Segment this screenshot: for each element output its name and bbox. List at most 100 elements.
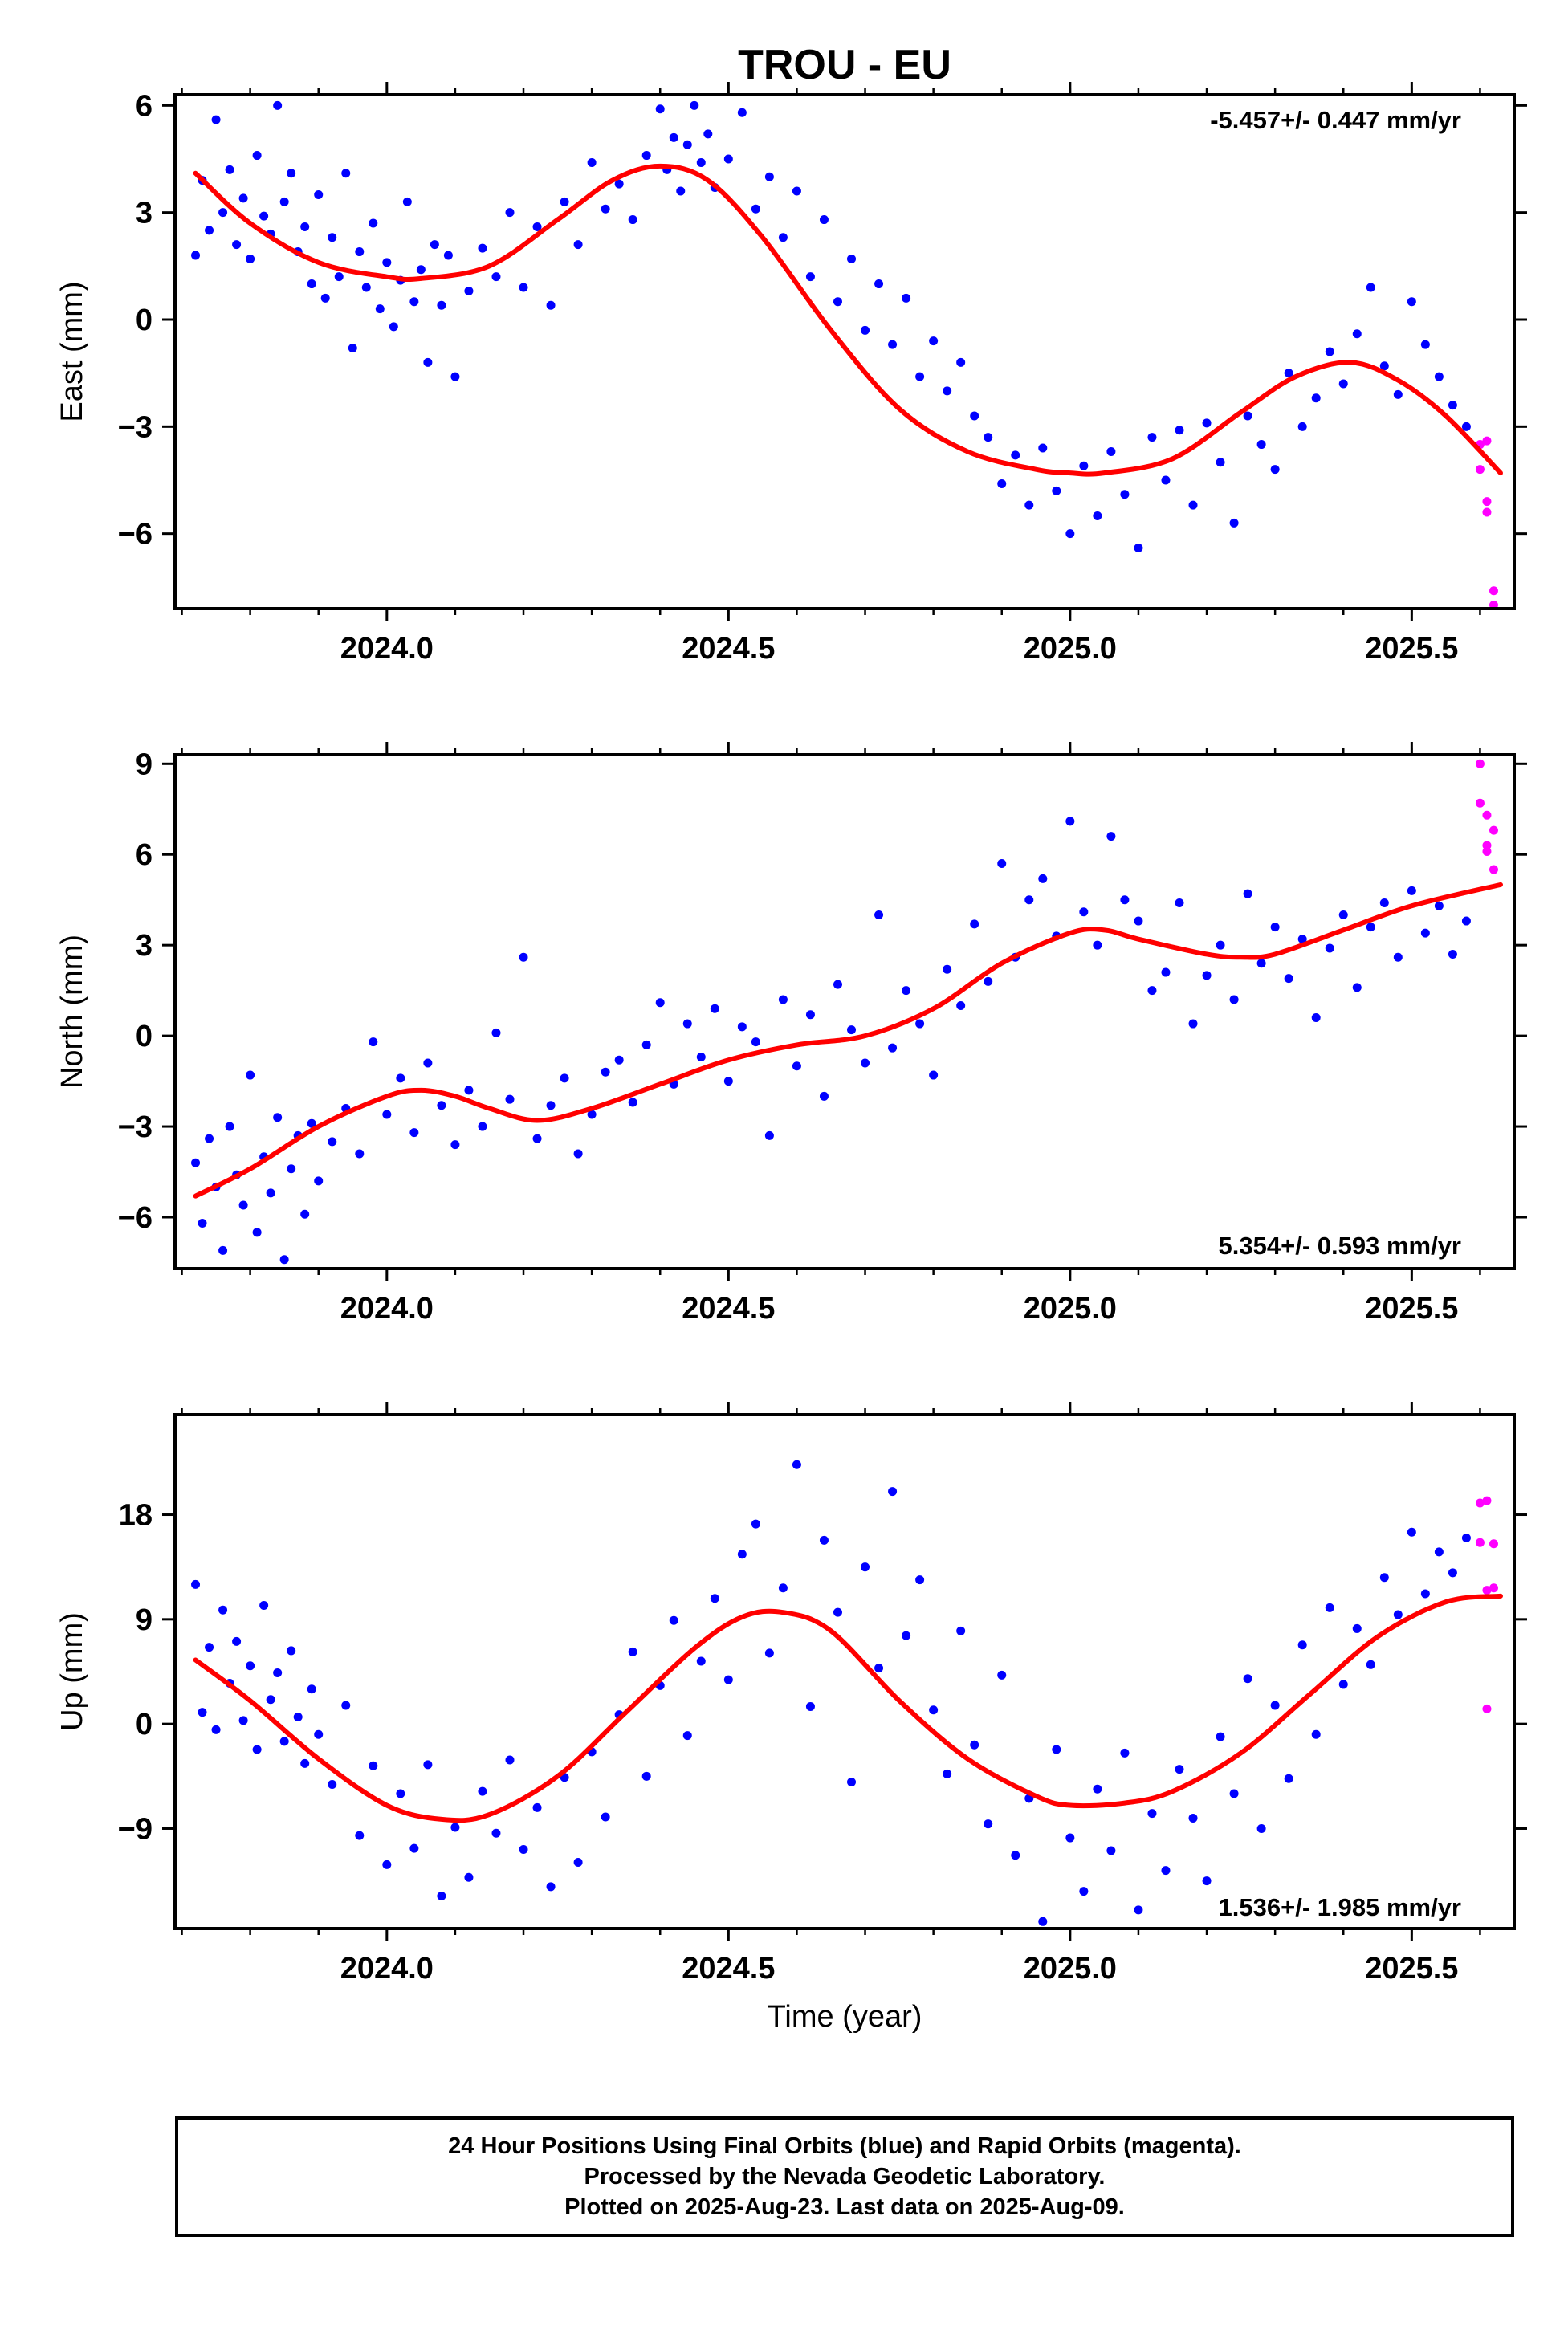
final-orbit-point (861, 1058, 870, 1068)
rapid-orbit-point (1489, 1539, 1498, 1549)
final-orbit-point (641, 1040, 651, 1049)
final-orbit-point (1325, 943, 1334, 953)
final-orbit-point (1420, 1589, 1430, 1599)
final-orbit-point (355, 247, 365, 257)
final-orbit-point (314, 189, 324, 199)
final-orbit-point (1052, 1745, 1061, 1754)
final-orbit-point (519, 283, 528, 292)
final-orbit-point (532, 222, 542, 231)
final-orbit-point (307, 1684, 316, 1694)
final-orbit-point (956, 1000, 966, 1010)
final-orbit-point (1243, 1674, 1252, 1684)
final-orbit-point (369, 1761, 378, 1770)
rapid-orbit-point (1475, 759, 1485, 768)
final-orbit-point (641, 1771, 651, 1781)
final-orbit-point (997, 479, 1007, 488)
final-orbit-point (601, 1812, 610, 1822)
final-orbit-point (1093, 511, 1102, 520)
final-orbit-point (888, 340, 898, 349)
y-axis-title: East (mm) (55, 281, 89, 422)
final-orbit-point (888, 1043, 898, 1053)
final-orbit-point (491, 1028, 501, 1037)
final-orbit-point (273, 1668, 283, 1677)
final-orbit-point (1243, 411, 1252, 421)
final-orbit-point (532, 1802, 542, 1812)
y-tick-label: 0 (136, 1708, 153, 1741)
caption-box: 24 Hour Positions Using Final Orbits (bl… (175, 2116, 1514, 2237)
final-orbit-point (1379, 898, 1389, 907)
final-orbit-point (287, 1164, 296, 1174)
final-orbit-point (232, 240, 242, 250)
final-orbit-point (1352, 1623, 1362, 1633)
final-orbit-point (696, 1052, 706, 1061)
final-orbit-point (259, 211, 269, 221)
final-orbit-point (573, 1857, 583, 1867)
final-orbit-point (423, 1058, 433, 1068)
panel-frame (173, 93, 1516, 610)
final-orbit-point (847, 1778, 857, 1787)
final-orbit-point (218, 208, 228, 218)
final-orbit-point (1434, 901, 1444, 910)
final-orbit-point (519, 952, 528, 962)
final-orbit-point (1106, 446, 1116, 456)
final-orbit-point (997, 1670, 1007, 1680)
final-orbit-point (293, 1712, 303, 1721)
final-orbit-point (409, 1843, 419, 1853)
final-orbit-point (437, 300, 446, 310)
final-orbit-point (450, 372, 460, 381)
y-axis-title: North (mm) (55, 935, 89, 1089)
y-tick-label: −3 (118, 410, 153, 444)
final-orbit-point (238, 193, 248, 203)
final-orbit-point (573, 240, 583, 250)
final-orbit-point (519, 1845, 528, 1855)
final-orbit-point (409, 297, 419, 307)
final-orbit-point (696, 157, 706, 167)
x-tick-label: 2024.0 (340, 632, 434, 666)
final-orbit-point (764, 1130, 774, 1140)
final-orbit-point (1229, 1789, 1239, 1798)
final-orbit-point (970, 919, 979, 929)
final-orbit-point (478, 1122, 487, 1131)
final-orbit-point (805, 272, 815, 282)
final-orbit-point (792, 1061, 801, 1071)
rapid-orbit-point (1475, 798, 1485, 808)
final-orbit-point (1434, 1547, 1444, 1557)
final-orbit-point (1229, 995, 1239, 1004)
final-orbit-point (307, 279, 316, 289)
final-orbit-point (1284, 369, 1293, 378)
final-orbit-point (491, 1828, 501, 1838)
final-orbit-point (300, 222, 310, 231)
final-orbit-point (819, 1535, 829, 1545)
x-tick-label: 2025.0 (1024, 1952, 1117, 1986)
final-orbit-point (505, 208, 515, 218)
final-orbit-point (1297, 422, 1307, 431)
final-orbit-point (1065, 529, 1075, 539)
final-orbit-point (1079, 1887, 1089, 1896)
final-orbit-point (929, 1705, 939, 1715)
final-orbit-point (929, 336, 939, 346)
final-orbit-point (1461, 1533, 1471, 1542)
final-orbit-point (833, 980, 842, 989)
final-orbit-point (382, 258, 392, 267)
final-orbit-point (628, 215, 637, 225)
final-orbit-point (628, 1647, 637, 1656)
final-orbit-point (478, 243, 487, 253)
final-orbit-point (703, 129, 713, 139)
final-orbit-point (273, 1113, 283, 1122)
final-orbit-point (1106, 1846, 1116, 1855)
final-orbit-point (1407, 297, 1416, 307)
final-orbit-point (984, 433, 993, 442)
fit-curve (193, 163, 1503, 477)
x-tick-label: 2025.5 (1365, 632, 1458, 666)
final-orbit-point (956, 357, 966, 367)
final-orbit-point (1175, 426, 1184, 435)
final-orbit-point (1420, 340, 1430, 349)
final-orbit-point (929, 1070, 939, 1080)
fit-curve (193, 882, 1503, 1199)
rapid-orbit-point (1482, 1704, 1492, 1713)
final-orbit-point (198, 1708, 207, 1717)
final-orbit-point (369, 1037, 378, 1047)
final-orbit-point (984, 1819, 993, 1829)
final-orbit-point (1366, 283, 1375, 292)
